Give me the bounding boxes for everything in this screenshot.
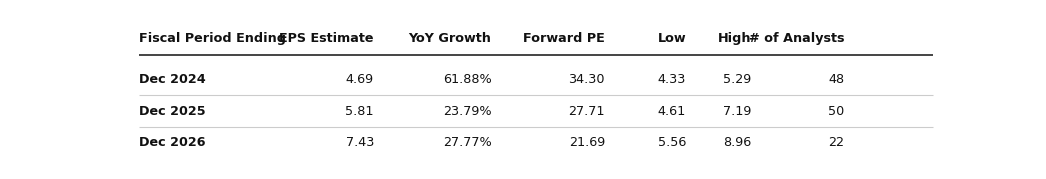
Text: 27.71: 27.71 [568, 105, 605, 118]
Text: 48: 48 [828, 73, 844, 86]
Text: YoY Growth: YoY Growth [409, 32, 492, 45]
Text: 22: 22 [828, 136, 844, 149]
Text: 4.33: 4.33 [658, 73, 686, 86]
Text: 61.88%: 61.88% [442, 73, 492, 86]
Text: 5.29: 5.29 [723, 73, 751, 86]
Text: Dec 2025: Dec 2025 [139, 105, 205, 118]
Text: 21.69: 21.69 [569, 136, 605, 149]
Text: Dec 2024: Dec 2024 [139, 73, 206, 86]
Text: 5.81: 5.81 [345, 105, 374, 118]
Text: EPS Estimate: EPS Estimate [279, 32, 374, 45]
Text: High: High [718, 32, 751, 45]
Text: 5.56: 5.56 [658, 136, 686, 149]
Text: 7.43: 7.43 [345, 136, 374, 149]
Text: 27.77%: 27.77% [442, 136, 492, 149]
Text: Fiscal Period Ending: Fiscal Period Ending [139, 32, 286, 45]
Text: 4.69: 4.69 [346, 73, 374, 86]
Text: 7.19: 7.19 [723, 105, 751, 118]
Text: 34.30: 34.30 [568, 73, 605, 86]
Text: Dec 2026: Dec 2026 [139, 136, 205, 149]
Text: 4.61: 4.61 [658, 105, 686, 118]
Text: Forward PE: Forward PE [523, 32, 605, 45]
Text: Low: Low [658, 32, 686, 45]
Text: # of Analysts: # of Analysts [749, 32, 844, 45]
Text: 23.79%: 23.79% [442, 105, 492, 118]
Text: 50: 50 [827, 105, 844, 118]
Text: 8.96: 8.96 [723, 136, 751, 149]
